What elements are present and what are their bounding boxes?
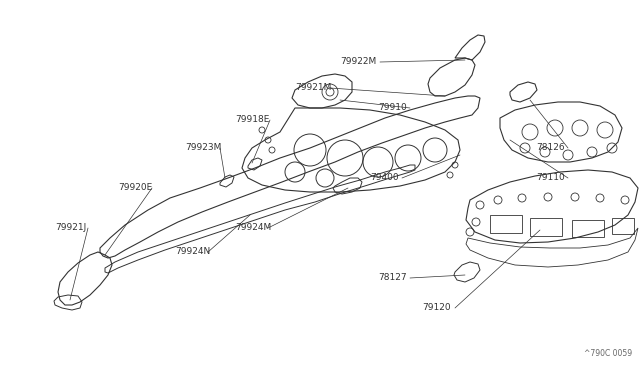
Text: 79922M: 79922M (340, 58, 376, 67)
Text: 79921J: 79921J (55, 224, 86, 232)
Text: 79924N: 79924N (175, 247, 211, 257)
Text: 79920E: 79920E (118, 183, 152, 192)
Text: 78127: 78127 (378, 273, 406, 282)
Text: 79918E: 79918E (235, 115, 269, 125)
Text: 79924M: 79924M (235, 224, 271, 232)
Text: 79110: 79110 (536, 173, 564, 183)
Text: 78126: 78126 (536, 144, 564, 153)
Bar (612, 218, 634, 234)
Bar (530, 218, 562, 236)
Text: 79120: 79120 (422, 304, 451, 312)
Bar (490, 215, 522, 233)
Text: ^790C 0059: ^790C 0059 (584, 349, 632, 358)
Text: 79910: 79910 (378, 103, 407, 112)
Text: 79921M: 79921M (295, 83, 332, 93)
Text: 79400: 79400 (370, 173, 399, 183)
Bar (572, 220, 604, 237)
Text: 79923M: 79923M (185, 144, 221, 153)
